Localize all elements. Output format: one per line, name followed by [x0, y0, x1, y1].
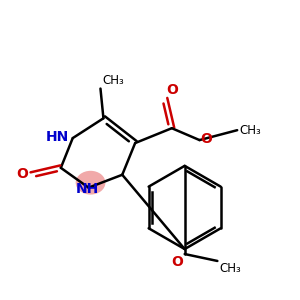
Text: NH: NH	[76, 182, 99, 196]
Text: O: O	[166, 83, 178, 98]
Text: HN: HN	[46, 130, 69, 144]
Text: O: O	[200, 132, 212, 146]
Ellipse shape	[76, 171, 105, 195]
Text: O: O	[171, 255, 183, 269]
Text: CH₃: CH₃	[219, 262, 241, 275]
Text: CH₃: CH₃	[102, 74, 124, 87]
Text: CH₃: CH₃	[239, 124, 261, 137]
Text: O: O	[16, 167, 28, 181]
